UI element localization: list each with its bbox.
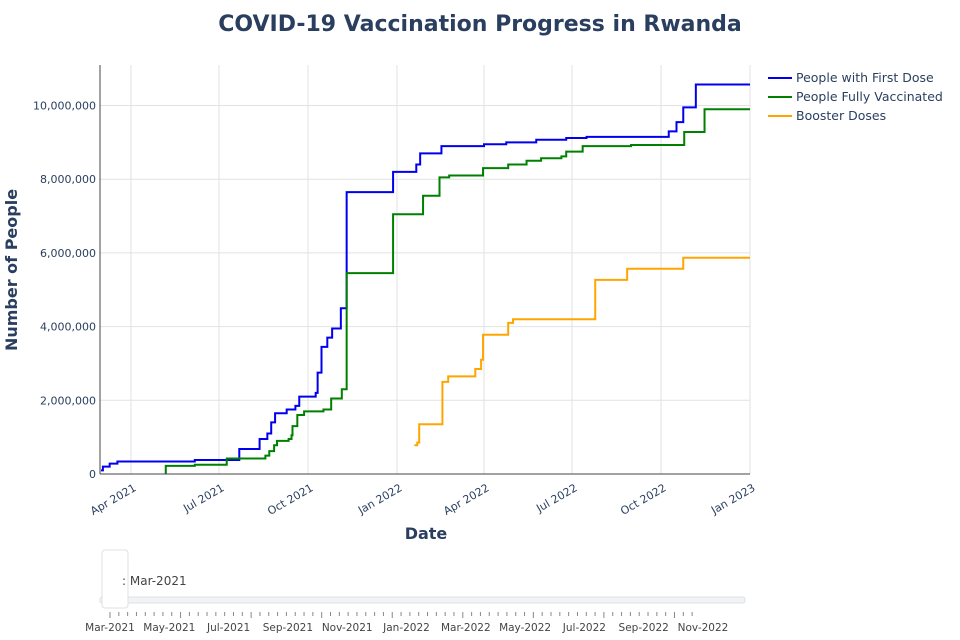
slider-tick-label: Mar-2022: [441, 622, 491, 634]
slider-tick-label: Jul-2021: [206, 622, 250, 634]
slider-tick-label: Sep-2021: [263, 622, 313, 634]
slider-rail[interactable]: [99, 596, 746, 604]
series-line: [100, 83, 750, 472]
chart-title: COVID-19 Vaccination Progress in Rwanda: [218, 12, 742, 37]
y-tick-label: 2,000,000: [40, 394, 96, 407]
y-axis-label: Number of People: [2, 189, 21, 351]
x-tick-label: Oct 2022: [618, 481, 668, 518]
slider-tick-label: Jan-2022: [382, 622, 430, 634]
slider-tick-label: May-2022: [499, 622, 551, 634]
range-slider[interactable]: : Mar-2021 Mar-2021 May-2021 Jul-2021 Sep-2…: [85, 549, 746, 634]
x-tick-label: Jul 2021: [180, 481, 226, 515]
y-tick-label: 10,000,000: [33, 100, 96, 113]
x-tick-label: Jan 2023: [708, 481, 757, 517]
slider-tick-label: May-2021: [143, 622, 195, 634]
x-tick-label: Jan 2022: [355, 481, 404, 517]
y-tick-label: 4,000,000: [40, 321, 96, 334]
x-axis-label: Date: [405, 524, 448, 543]
slider-tick-label: Jul-2022: [562, 622, 606, 634]
x-tick-label: Oct 2021: [265, 481, 315, 518]
legend-label: People Fully Vaccinated: [796, 89, 943, 104]
x-tick-label: Jul 2022: [533, 481, 579, 515]
legend: People with First Dose People Fully Vacci…: [768, 70, 943, 123]
series-line: [164, 108, 750, 474]
x-tick-label: Apr 2021: [88, 481, 138, 518]
slider-handle[interactable]: [101, 549, 129, 609]
slider-tick-label: Nov-2022: [678, 622, 729, 634]
series-lines: [100, 83, 750, 474]
x-tick-label: Apr 2022: [441, 481, 491, 518]
series-line: [414, 256, 750, 447]
slider-tick-label: Sep-2022: [619, 622, 669, 634]
slider-tick-label: Nov-2021: [322, 622, 373, 634]
y-tick-label: 0: [89, 468, 96, 481]
slider-ticks: Mar-2021 May-2021 Jul-2021 Sep-2021 Nov-2021…: [85, 612, 728, 634]
y-tick-label: 6,000,000: [40, 247, 96, 260]
grid: [100, 65, 751, 474]
legend-label: Booster Doses: [796, 108, 886, 123]
y-tick-label: 8,000,000: [40, 173, 96, 186]
slider-tick-label: Mar-2021: [85, 622, 135, 634]
legend-label: People with First Dose: [796, 70, 934, 85]
slider-current-value: : Mar-2021: [122, 574, 187, 588]
axes: 0 2,000,000 4,000,000 6,000,000 8,000,000 10,…: [33, 65, 758, 518]
